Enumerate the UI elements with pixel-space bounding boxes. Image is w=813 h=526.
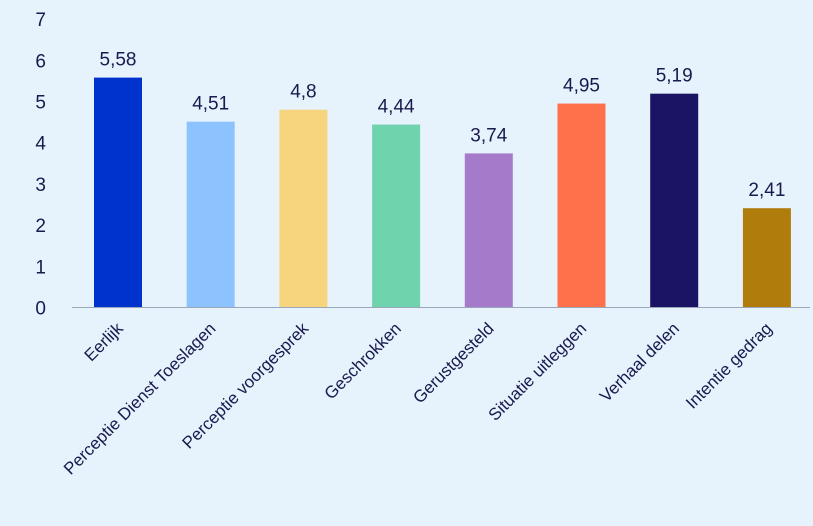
bar-value-label: 2,41	[748, 180, 785, 201]
y-tick-label: 2	[35, 216, 46, 237]
bar	[279, 109, 328, 308]
bars	[94, 77, 791, 308]
bar	[372, 124, 421, 308]
y-axis-ticks: 0 1 2 3 4 5 6 7	[35, 10, 46, 319]
bar-value-label: 5,19	[656, 66, 693, 87]
bar	[650, 93, 699, 308]
y-tick-label: 6	[35, 51, 46, 72]
y-tick-label: 0	[35, 299, 46, 320]
y-tick-label: 3	[35, 175, 46, 196]
bar-value-label: 3,74	[470, 125, 507, 146]
bar-value-label: 4,95	[563, 76, 600, 97]
bar	[94, 77, 142, 308]
bar	[557, 103, 606, 308]
y-tick-label: 1	[35, 257, 46, 278]
bar	[186, 121, 235, 308]
y-tick-label: 4	[35, 134, 46, 155]
value-labels: 5,58 4,51 4,8 4,44 3,74 4,95 5,19 2,41	[100, 50, 786, 202]
bar-value-label: 4,8	[290, 82, 316, 103]
bar	[742, 208, 791, 308]
y-tick-label: 5	[35, 93, 46, 114]
bar	[464, 153, 513, 308]
bar-value-label: 4,51	[192, 94, 229, 115]
y-tick-label: 7	[35, 10, 46, 31]
bar-value-label: 5,58	[100, 50, 137, 71]
bar-value-label: 4,44	[378, 97, 415, 118]
